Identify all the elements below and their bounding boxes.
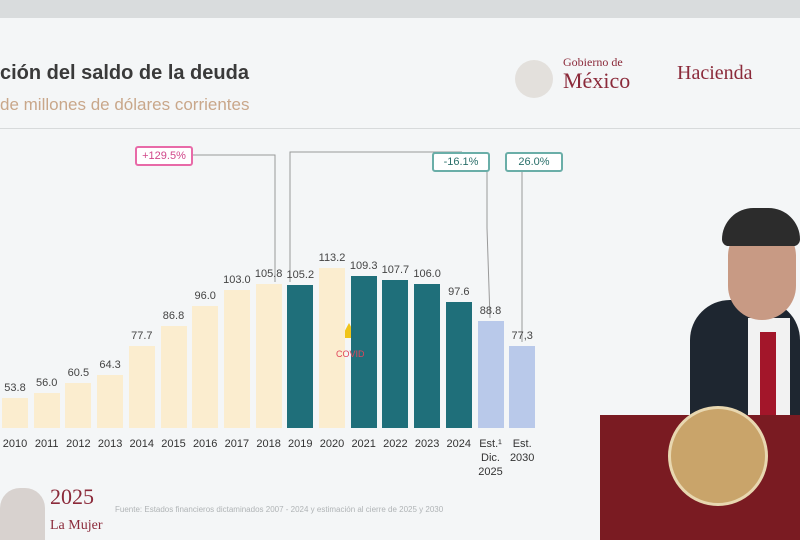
- logo-text: Hacienda: [677, 62, 753, 84]
- x-tick-label: 2015: [161, 438, 186, 450]
- x-tick-label: 2017: [224, 438, 250, 450]
- photo-figures: [0, 488, 45, 540]
- divider: [0, 128, 800, 129]
- x-tick-label: 2013: [97, 438, 123, 450]
- footer-motto: La Mujer: [50, 518, 103, 533]
- bar: [192, 305, 219, 428]
- x-tick-label: 2014: [129, 438, 155, 450]
- x-tick-label: 2019: [288, 438, 313, 450]
- value-label: 109.3: [349, 260, 378, 273]
- bracket: [289, 151, 462, 282]
- x-tick-label: Est. 2030: [509, 438, 535, 464]
- annotation: -16.1%: [432, 152, 490, 172]
- x-tick-label: 2011: [34, 438, 59, 450]
- bracket: [190, 154, 276, 282]
- bar: [319, 267, 345, 428]
- value-label: 103.0: [223, 274, 251, 287]
- value-label: 77.7: [131, 329, 153, 342]
- x-tick-label: 2022: [383, 438, 408, 450]
- emblem: [515, 60, 553, 98]
- value-label: 53.8: [4, 381, 26, 394]
- bar: [350, 276, 377, 428]
- value-label: 60.5: [67, 367, 90, 380]
- bar: [445, 302, 472, 428]
- bar: [414, 283, 441, 428]
- value-label: 107.7: [381, 263, 410, 276]
- value-label: 56.0: [35, 377, 58, 389]
- bracket: [486, 172, 491, 319]
- value-label: 97.6: [448, 286, 470, 298]
- x-tick-label: 2023: [414, 438, 440, 450]
- subtitle: de millones de dólares corrientes: [0, 95, 250, 114]
- value-label: 88.8: [479, 305, 502, 318]
- bar: [287, 285, 314, 428]
- bar: [65, 383, 92, 428]
- bar: [33, 393, 60, 428]
- annotation: 26.0%: [505, 152, 563, 172]
- seal: [668, 406, 768, 506]
- logo-text: México: [563, 68, 631, 93]
- x-tick-label: 2016: [192, 438, 218, 450]
- annotation: COVID: [336, 349, 365, 359]
- x-tick-label: 2012: [66, 438, 91, 450]
- value-label: 105.2: [286, 269, 315, 282]
- title: ción del saldo de la deuda: [0, 62, 249, 84]
- bar: [223, 290, 250, 428]
- source: Fuente: Estados financieros dictaminados…: [115, 505, 444, 514]
- bar: [2, 397, 28, 428]
- x-tick-label: 2020: [319, 438, 345, 450]
- x-tick-label: 2021: [351, 438, 376, 450]
- value-label: 113.2: [318, 251, 346, 264]
- x-tick-label: 2018: [256, 438, 281, 450]
- annotation: +129.5%: [135, 146, 193, 166]
- x-tick-label: 2024: [446, 438, 472, 450]
- x-tick-label: 2010: [2, 438, 28, 450]
- value-label: 106.0: [413, 267, 441, 280]
- bar: [509, 346, 536, 428]
- bar: [477, 321, 504, 428]
- x-tick-label: Est.¹ Dic. 2025: [478, 438, 503, 478]
- bar: [97, 374, 124, 428]
- value-label: 86.8: [162, 309, 185, 322]
- bar: [382, 279, 409, 428]
- footer-year: 2025: [50, 484, 94, 509]
- value-label: 105.8: [254, 268, 283, 281]
- speaker-hair: [722, 208, 800, 246]
- screen-edge: [0, 0, 800, 18]
- speaker-tie: [760, 332, 776, 417]
- value-label: 96.0: [194, 289, 216, 302]
- logo-line: Gobierno de: [563, 55, 623, 69]
- bar: [160, 325, 187, 428]
- value-label: 64.3: [99, 358, 121, 371]
- bar: [128, 345, 155, 428]
- bar: [255, 284, 282, 428]
- value-label: 77,3: [511, 330, 533, 343]
